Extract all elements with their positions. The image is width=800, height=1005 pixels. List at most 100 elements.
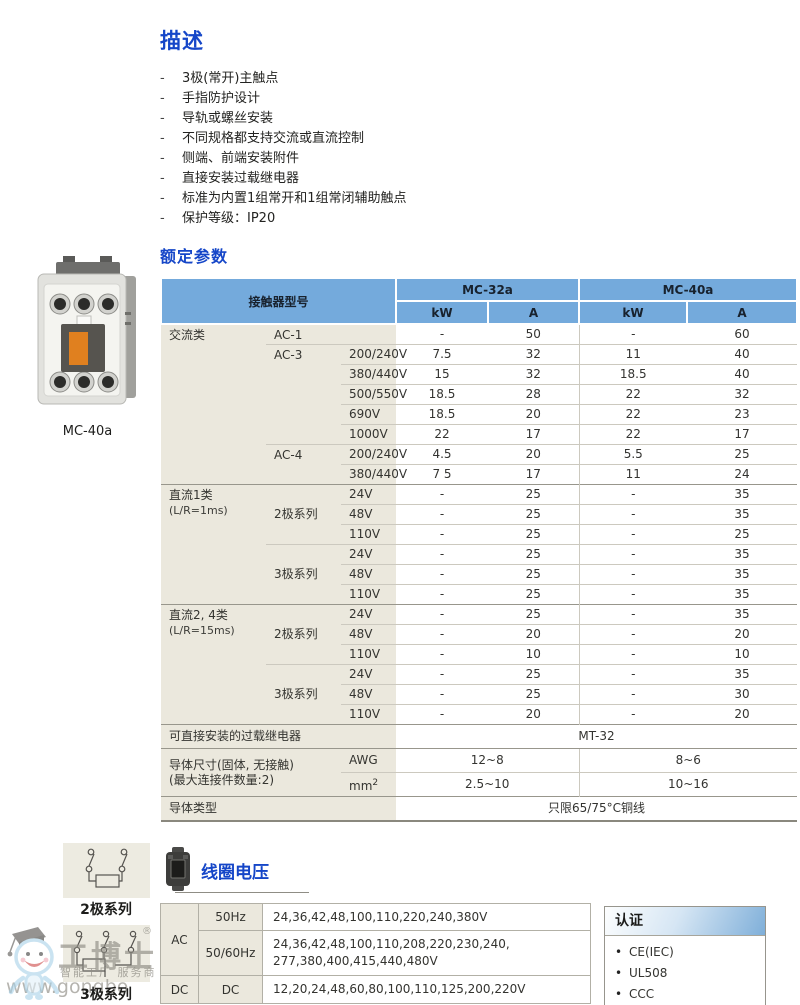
value-cell: 17 xyxy=(687,424,797,445)
value-cell: 32 xyxy=(488,344,579,365)
coil-voltage-title: 线圈电压 xyxy=(201,863,269,883)
description-list: - 3极(常开)主触点 - 手指防护设计 - 导轨或螺丝安装 - 不同规格都支持交流或直… xyxy=(160,69,796,229)
class-label: 3极系列 xyxy=(266,664,341,725)
table-row: 交流类 AC-1 - 50 - 60 xyxy=(161,324,797,485)
table-row: 110V - 20 - 20 xyxy=(161,704,797,725)
value-cell: 25 xyxy=(488,684,579,705)
value-cell: 20 xyxy=(687,624,797,645)
unit-header: A xyxy=(686,300,798,325)
category-label-line1: 直流1类 xyxy=(169,488,213,502)
category-label-line1: 直流2, 4类 xyxy=(169,608,228,622)
value-cell: - xyxy=(578,564,687,585)
table-row: 690V 18.5 20 22 23 xyxy=(161,404,797,425)
bullet-dash: - xyxy=(160,131,165,146)
description-item: - 3极(常开)主触点 xyxy=(160,69,796,89)
certification-item: • UL508 xyxy=(615,963,765,984)
pole3-diagram-label: 3极系列 xyxy=(80,987,132,1003)
value-cell: 20 xyxy=(488,704,579,725)
value-cell: - xyxy=(396,504,488,525)
value-cell: 40 xyxy=(687,364,797,385)
value-cell: 35 xyxy=(687,484,797,505)
unit-header: A xyxy=(487,300,580,325)
table-row: 3极系列 24V - 25 - 35 xyxy=(161,664,797,725)
voltage-label: 48V xyxy=(341,684,396,705)
rated-parameters-title: 额定参数 xyxy=(160,247,229,266)
table-row: 48V - 25 - 35 xyxy=(161,564,797,585)
value-cell: 25 xyxy=(488,604,579,625)
voltage-label: 110V xyxy=(341,704,396,725)
bullet-dash: - xyxy=(160,211,165,226)
value-cell: - xyxy=(396,684,488,705)
value-cell: 23 xyxy=(687,404,797,425)
table-row: AC 50Hz 24,36,42,48,100,110,220,240,380V xyxy=(160,903,591,976)
table-row: 110V - 25 - 35 xyxy=(161,584,797,605)
value-cell: 35 xyxy=(687,544,797,565)
value-cell: 4.5 xyxy=(396,444,488,465)
value-cell: 32 xyxy=(488,364,579,385)
value-cell: - xyxy=(396,624,488,645)
value-cell: - xyxy=(578,664,687,685)
certification-list: • CE(IEC) • UL508 • CCC xyxy=(605,936,765,1005)
coil-freq-label: DC xyxy=(198,975,263,1004)
description-item-text: 手指防护设计 xyxy=(182,91,261,106)
value-cell: 35 xyxy=(687,584,797,605)
conductor-type-value: 只限65/75°C铜线 xyxy=(396,796,797,822)
main-content: 描述 - 3极(常开)主触点 - 手指防护设计 - 导轨或螺丝安装 - 不同规格都支持交… xyxy=(160,0,798,822)
coil-freq-label: 50Hz xyxy=(198,903,263,931)
table-row: mm2 2.5~10 10~16 xyxy=(161,772,797,797)
voltage-label: 24V xyxy=(341,604,396,625)
description-item: - 保护等级：IP20 xyxy=(160,209,796,229)
value-cell: - xyxy=(396,484,488,505)
model-header-mc32a: MC-32a xyxy=(395,277,580,302)
category-label: 直流1类 (L/R=1ms) xyxy=(161,484,266,605)
value-cell: 7.5 xyxy=(396,344,488,365)
certification-item: • CE(IEC) xyxy=(615,942,765,963)
bullet-dash: - xyxy=(160,91,165,106)
value-cell: 30 xyxy=(687,684,797,705)
bullet-dash: - xyxy=(160,151,165,166)
table-row: 可直接安装的过载继电器 MT-32 xyxy=(161,724,797,749)
conductor-size-label-line1: 导体尺寸(固体, 无接触) xyxy=(169,757,294,772)
bullet-dot: • xyxy=(615,987,623,1001)
value-cell: - xyxy=(578,484,687,505)
mm2-label: mm2 xyxy=(341,772,396,797)
value-cell: 18.5 xyxy=(396,404,488,425)
value-cell: 22 xyxy=(396,424,488,445)
bullet-dash: - xyxy=(160,71,165,86)
value-cell: - xyxy=(396,664,488,685)
pole2-circuit-icon xyxy=(85,848,128,888)
class-label: 2极系列 xyxy=(266,604,341,665)
description-item: - 直接安装过载继电器 xyxy=(160,169,796,189)
bullet-dash: - xyxy=(160,171,165,186)
value-cell: - xyxy=(578,644,687,665)
coil-voltage-values: 12,20,24,48,60,80,100,110,125,200,220V xyxy=(262,975,591,1004)
bullet-dot: • xyxy=(615,966,623,980)
table-row: 110V - 10 - 10 xyxy=(161,644,797,665)
category-label: 直流2, 4类 (L/R=15ms) xyxy=(161,604,266,725)
class-label: AC-1 xyxy=(266,324,396,345)
certification-box: 认证 • CE(IEC) • UL508 • CCC xyxy=(604,906,766,1005)
table-row: 380/440V 15 32 18.5 40 xyxy=(161,364,797,385)
description-title: 描述 xyxy=(160,29,204,53)
table-row: 50/60Hz 24,36,42,48,100,110,208,220,230,… xyxy=(161,930,591,976)
value-cell: 28 xyxy=(488,384,579,405)
value-cell: 25 xyxy=(687,444,797,465)
value-cell: - xyxy=(396,604,488,625)
voltage-label: 48V xyxy=(341,624,396,645)
pole3-diagram xyxy=(63,925,150,982)
model-header-mc40a: MC-40a xyxy=(578,277,798,302)
voltage-label: 1000V xyxy=(341,424,396,445)
value-cell: 25 xyxy=(687,524,797,545)
table-row: 48V - 20 - 20 xyxy=(161,624,797,645)
voltage-label: 110V xyxy=(341,524,396,545)
value-cell: 22 xyxy=(578,384,687,405)
class-label: 2极系列 xyxy=(266,484,341,545)
product-model-caption: MC-40a xyxy=(62,424,113,439)
voltage-label: 24V xyxy=(341,484,396,505)
value-cell: 35 xyxy=(687,664,797,685)
description-item: - 手指防护设计 xyxy=(160,89,796,109)
awg-value-mc40a: 8~6 xyxy=(578,748,797,773)
voltage-label: 110V xyxy=(341,584,396,605)
value-cell: 11 xyxy=(578,464,687,485)
